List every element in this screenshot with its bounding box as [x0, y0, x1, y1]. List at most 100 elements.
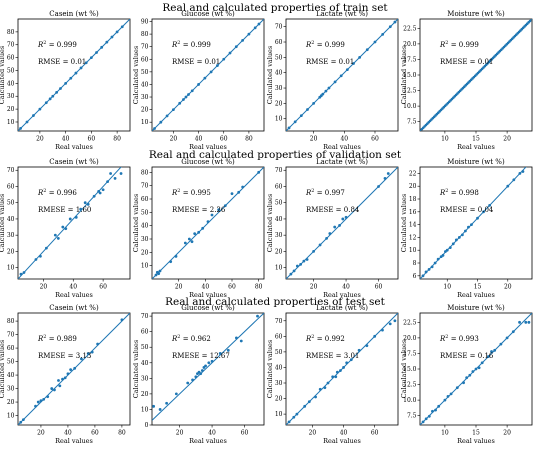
x-axis-label: Real values	[55, 437, 93, 445]
data-point	[474, 367, 478, 371]
y-axis-label: Calculated values	[0, 46, 6, 104]
plot-area	[18, 313, 130, 425]
data-point	[19, 272, 23, 276]
stat-symbol: R	[305, 41, 312, 49]
y-tick-label: 20	[275, 248, 283, 255]
data-point	[90, 350, 94, 354]
data-point	[223, 204, 227, 208]
y-tick-label: 20.0	[403, 335, 417, 342]
y-axis-label: Calculated values	[0, 340, 6, 398]
data-point	[74, 71, 78, 75]
x-tick-label: 60	[228, 284, 236, 291]
y-tick-label: 60	[141, 56, 149, 63]
y-tick-label: 60	[275, 183, 283, 190]
x-tick-label: 60	[371, 136, 379, 143]
data-point	[524, 320, 528, 324]
plot-area	[420, 313, 532, 425]
data-point	[190, 89, 194, 93]
data-point	[187, 237, 191, 241]
data-point	[109, 172, 112, 175]
plot-frame	[419, 166, 533, 280]
x-tick-label: 20	[310, 284, 318, 291]
stat-text: R2 = 0.989	[37, 334, 77, 343]
data-point	[449, 392, 453, 396]
x-tick-label: 40	[342, 284, 350, 291]
data-point	[39, 399, 43, 403]
data-point	[421, 420, 425, 424]
data-point	[165, 401, 169, 405]
data-point	[165, 114, 169, 118]
y-axis-label: Calculated values	[400, 340, 408, 398]
data-point	[115, 30, 119, 34]
data-point	[44, 246, 48, 250]
data-point	[204, 364, 207, 368]
data-point	[53, 233, 57, 237]
y-tick-label: 50	[7, 359, 15, 366]
data-point	[253, 26, 257, 30]
stat-symbol: R	[37, 41, 44, 49]
data-point	[174, 254, 178, 258]
data-point	[79, 66, 83, 70]
stat-text: RMESE = 1.60	[38, 206, 91, 214]
data-point	[325, 237, 328, 240]
data-point	[68, 217, 72, 221]
stat-text: RMESE = 2.26	[172, 206, 226, 214]
data-point	[434, 408, 437, 412]
plot-area	[18, 19, 130, 131]
data-point	[421, 274, 425, 278]
data-point	[98, 191, 102, 195]
plot-area	[286, 167, 398, 279]
y-tick-label: 50	[7, 200, 15, 207]
data-point	[445, 248, 449, 252]
y-tick-label: 30	[141, 375, 149, 382]
stat-text: R2 = 0.999	[305, 40, 345, 49]
data-point	[299, 114, 303, 118]
data-point	[433, 261, 437, 265]
data-point	[312, 250, 315, 253]
data-point	[92, 194, 96, 198]
x-tick-label: 40	[195, 136, 203, 143]
stat-text: R2 = 0.993	[439, 334, 479, 343]
data-point	[218, 352, 222, 355]
stat-text: R2 = 0.996	[37, 188, 77, 197]
data-point	[247, 32, 251, 36]
data-point	[158, 408, 162, 411]
y-tick-label: 20	[141, 249, 149, 256]
y-tick-label: 70	[141, 313, 149, 320]
data-point	[341, 217, 345, 221]
y-tick-label: 70	[7, 332, 15, 339]
y-tick-label: 30	[275, 85, 283, 92]
identity-line	[152, 19, 264, 131]
stat-value: = 0.992	[314, 335, 344, 343]
data-point	[287, 126, 291, 130]
data-point	[42, 397, 46, 401]
y-tick-label: 20.0	[403, 41, 417, 48]
plot-area	[152, 19, 264, 131]
y-tick-label: 15.0	[403, 366, 417, 373]
x-axis-label: Real values	[457, 437, 495, 445]
data-point	[365, 48, 369, 52]
panel-title: Casein (wt %)	[49, 158, 99, 166]
data-point	[377, 185, 380, 188]
data-point	[393, 20, 397, 24]
y-tick-label: 17.5	[403, 350, 417, 357]
data-point	[527, 320, 531, 324]
data-point	[44, 101, 48, 105]
panel-validation-1: Glucose (wt %) 20 40 60 80 10 20 30 40 50 60 70 80 Re…	[132, 158, 265, 299]
data-point	[95, 51, 98, 54]
data-point	[199, 372, 203, 376]
y-tick-label: 10	[7, 119, 15, 126]
y-tick-label: 22.5	[403, 25, 417, 32]
stat-text: RMESE = 0.01	[440, 58, 493, 66]
data-point	[518, 172, 522, 175]
row-title: Real and calculated properties of test s…	[165, 296, 385, 308]
x-tick-label: 60	[99, 284, 107, 291]
x-tick-label: 15	[472, 136, 480, 143]
data-point	[467, 225, 470, 229]
data-point	[344, 215, 348, 219]
data-point	[100, 45, 104, 49]
data-point	[314, 395, 317, 399]
data-point	[427, 414, 431, 418]
data-point	[441, 253, 445, 257]
data-point	[22, 271, 26, 274]
